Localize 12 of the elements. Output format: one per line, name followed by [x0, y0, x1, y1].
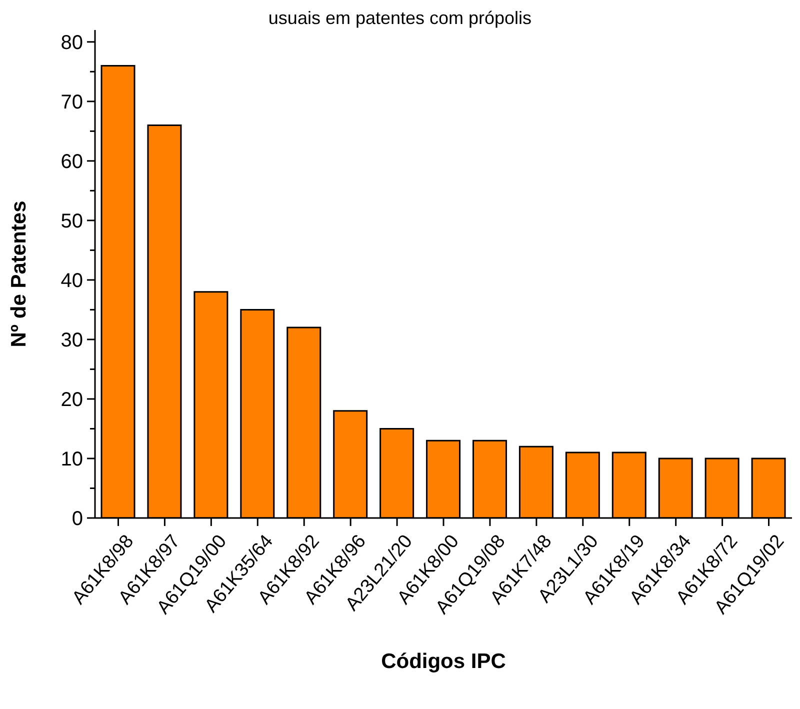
y-tick-label: 10 — [60, 448, 83, 470]
y-tick-label: 0 — [72, 508, 83, 530]
y-tick-label: 20 — [60, 388, 83, 411]
chart-title: usuais em patentes com própolis — [267, 8, 533, 28]
y-tick-label: 60 — [60, 150, 83, 173]
y-axis-title: Nº de Patentes — [7, 200, 30, 348]
x-axis-title: Códigos IPC — [381, 650, 506, 673]
y-tick-label: 70 — [60, 91, 83, 114]
y-tick-label: 80 — [60, 32, 83, 54]
y-tick-label: 40 — [60, 270, 83, 292]
y-tick-label: 50 — [60, 210, 83, 232]
y-tick-label: 30 — [60, 329, 83, 352]
